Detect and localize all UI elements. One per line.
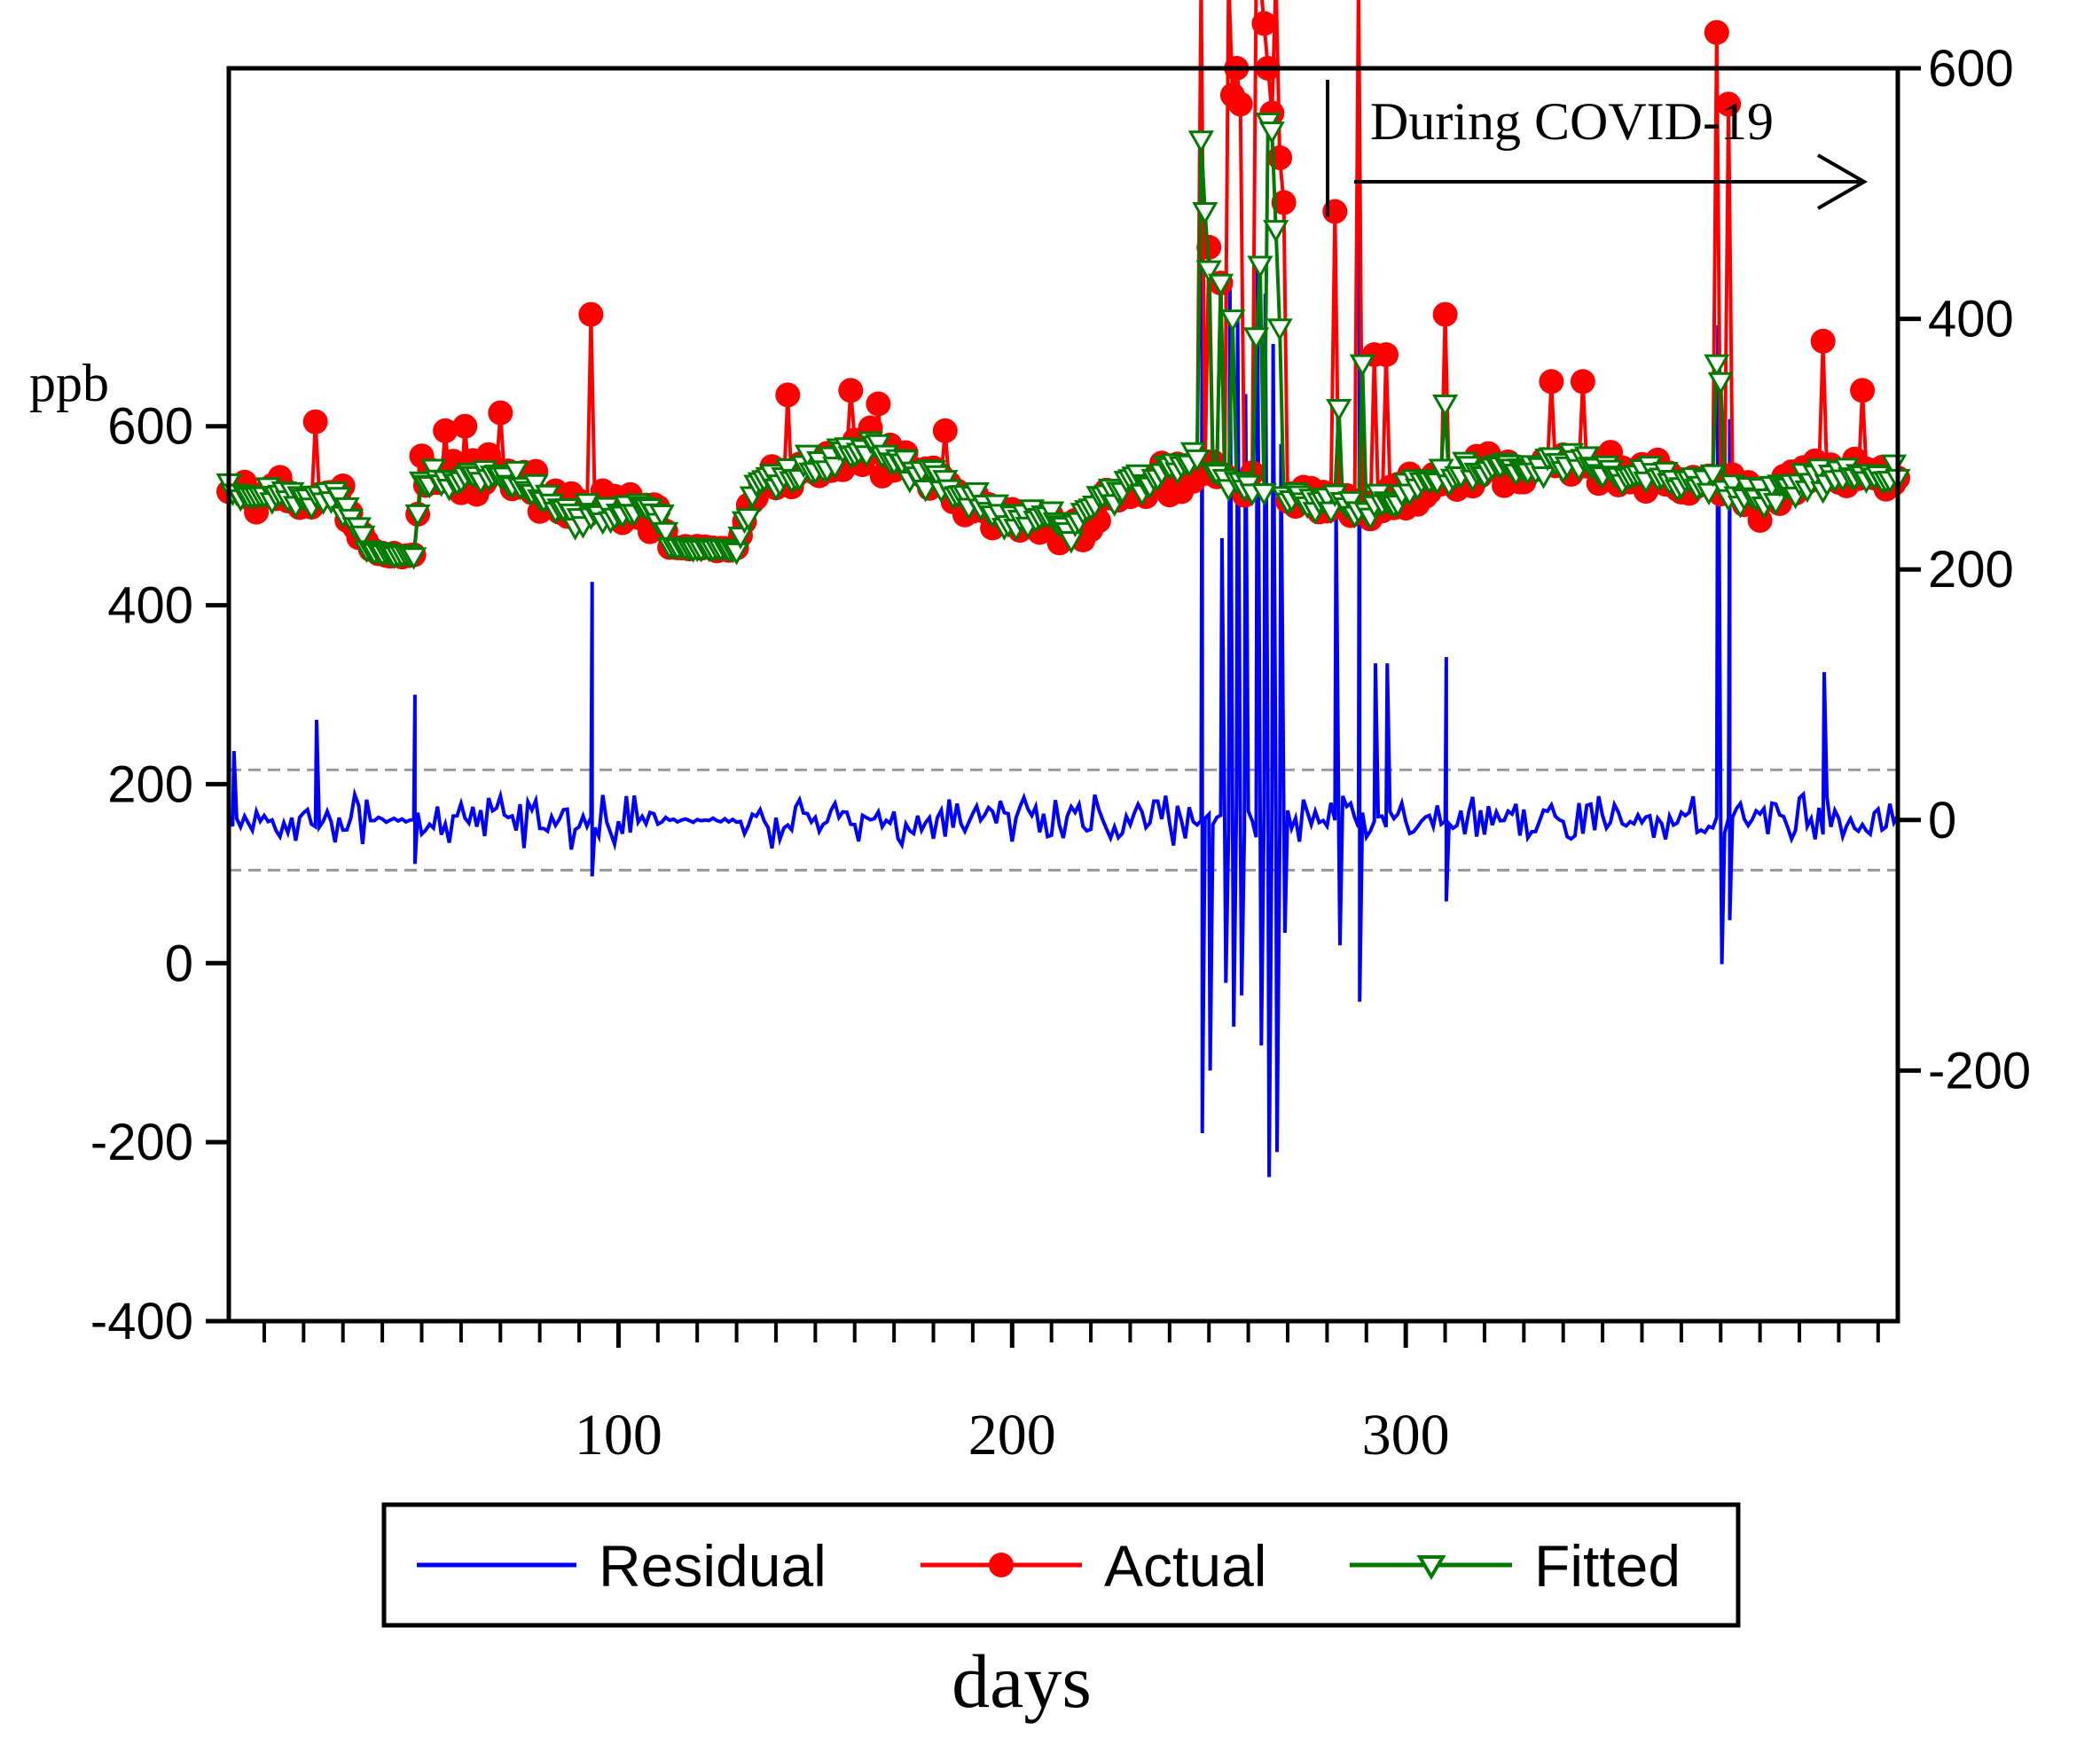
fitted-point xyxy=(735,508,762,531)
fitted-point xyxy=(1247,255,1273,279)
fitted-point xyxy=(1696,482,1722,506)
fitted-point xyxy=(1704,354,1730,378)
fitted-point xyxy=(1699,464,1726,488)
fitted-point xyxy=(1258,121,1285,145)
fitted-point xyxy=(1242,327,1270,350)
actual-point xyxy=(866,391,891,417)
legend-actual-label: Actual xyxy=(1104,1533,1266,1599)
left-axis-tick-label: -200 xyxy=(90,1114,193,1171)
actual-point xyxy=(1271,190,1297,215)
fitted-point xyxy=(420,458,447,481)
residual-band-layer xyxy=(229,768,1898,872)
fitted-point xyxy=(1707,372,1734,395)
x-axis-tick-label: 100 xyxy=(575,1403,662,1467)
x-axis-title: days xyxy=(952,1639,1092,1724)
actual-point xyxy=(1432,301,1458,327)
fitted-point xyxy=(1219,309,1246,333)
fitted-point xyxy=(892,450,920,473)
legend-residual-label: Residual xyxy=(599,1533,827,1599)
axes-layer: -400 -200 0 200 400 600 -200 0 200 400 600 100 200 30… xyxy=(90,40,2031,1467)
fitted-point xyxy=(1318,501,1344,525)
fitted-point xyxy=(1250,483,1277,506)
fitted-point xyxy=(1530,466,1557,489)
residual-series-layer xyxy=(227,218,1900,1178)
actual-point xyxy=(433,418,458,443)
left-axis-tick-label: 0 xyxy=(165,935,193,992)
fitted-point xyxy=(1184,449,1211,473)
left-axis-tick-label: 400 xyxy=(107,577,193,635)
fitted-point xyxy=(1762,492,1789,516)
fitted-point xyxy=(1195,260,1222,284)
fitted-point xyxy=(333,497,360,520)
left-axis-unit-label: ppb xyxy=(29,354,109,412)
actual-point xyxy=(1704,20,1729,45)
actual-point xyxy=(932,418,958,443)
right-axis-tick-label: -200 xyxy=(1928,1042,2031,1099)
covid-arrow-head xyxy=(1817,153,1869,210)
plot-frame xyxy=(226,66,1900,1324)
actual-point xyxy=(578,301,604,327)
fitted-point xyxy=(349,525,376,549)
fitted-point xyxy=(1038,501,1065,524)
fitted-point xyxy=(821,457,849,480)
fitted-point xyxy=(1266,318,1293,341)
actual-point xyxy=(452,413,478,439)
fitted-point xyxy=(503,460,529,484)
covid-annotation: During COVID-19 xyxy=(1326,80,1869,217)
fitted-point xyxy=(1263,220,1289,243)
actual-point xyxy=(1227,91,1253,117)
actual-point xyxy=(1850,378,1876,403)
fitted-point xyxy=(404,504,431,528)
fitted-point xyxy=(1431,394,1459,418)
left-axis-tick-label: 600 xyxy=(107,398,193,456)
actual-point xyxy=(775,382,801,408)
right-axis-tick-label: 400 xyxy=(1928,291,2014,348)
actual-point xyxy=(488,400,513,426)
x-axis-tick-label: 300 xyxy=(1362,1403,1450,1467)
left-axis-tick-label: -400 xyxy=(90,1293,193,1350)
fitted-point xyxy=(724,542,750,566)
fitted-point xyxy=(1207,273,1234,297)
covid-annotation-label: During COVID-19 xyxy=(1370,92,1774,151)
legend-actual-marker xyxy=(989,1553,1014,1577)
actual-point xyxy=(1251,11,1277,36)
actual-point xyxy=(1810,328,1836,354)
actual-point xyxy=(838,378,864,403)
left-axis-tick-label: 200 xyxy=(107,755,193,813)
residual-series-line xyxy=(227,218,1900,1178)
actual-point xyxy=(1539,369,1564,395)
actual-point xyxy=(1374,342,1399,367)
x-axis-tick-label: 200 xyxy=(968,1403,1056,1467)
right-axis-tick-label: 200 xyxy=(1928,541,2014,599)
fitted-series-layer xyxy=(215,113,1911,570)
fitted-point xyxy=(653,521,679,545)
legend: Residual Actual Fitted xyxy=(381,1502,1741,1628)
fitted-point xyxy=(727,527,754,550)
legend-fitted-marker xyxy=(1416,1555,1446,1580)
fitted-point xyxy=(1192,201,1218,225)
legend-fitted-label: Fitted xyxy=(1534,1533,1681,1599)
fitted-point xyxy=(1187,130,1214,153)
fitted-point xyxy=(648,504,675,528)
actual-point xyxy=(1716,91,1742,117)
fitted-point xyxy=(963,481,990,505)
right-axis-tick-label: 600 xyxy=(1928,40,2014,98)
fitted-point xyxy=(913,479,939,503)
fitted-point xyxy=(401,547,427,570)
right-axis-tick-label: 0 xyxy=(1928,792,1956,849)
actual-point xyxy=(302,409,328,434)
fitted-point xyxy=(1058,530,1085,554)
actual-point xyxy=(1570,369,1595,395)
fitted-point xyxy=(1349,354,1375,378)
fitted-point xyxy=(1326,399,1352,422)
